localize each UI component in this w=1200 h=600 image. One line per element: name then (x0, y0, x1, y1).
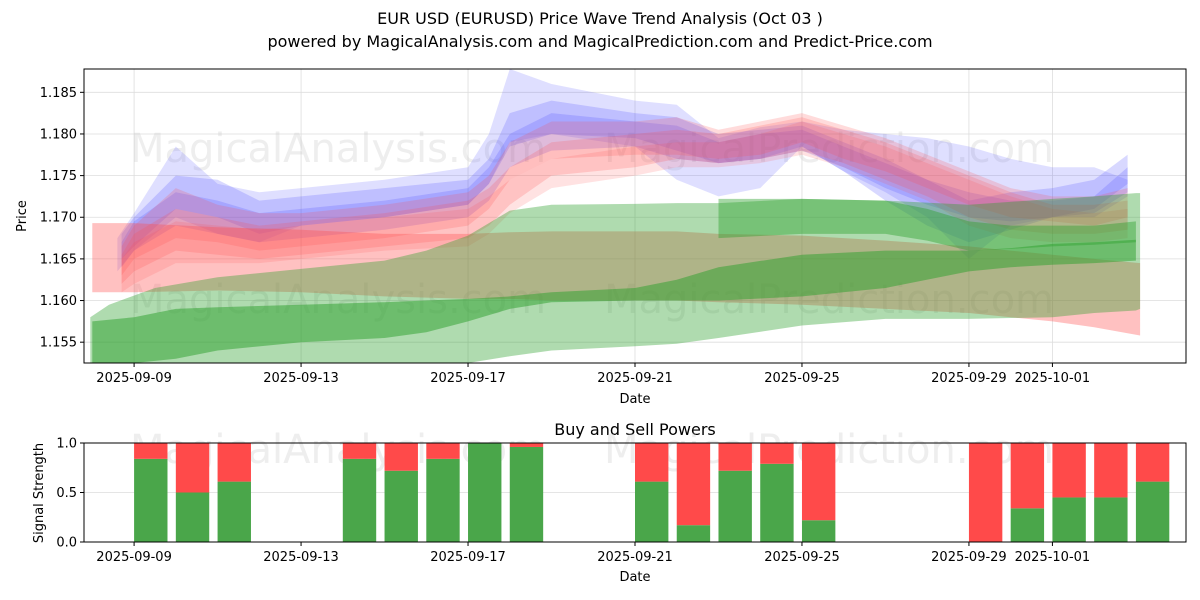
sell-bar (760, 443, 794, 464)
buy-sell-chart: Buy and Sell Powers MagicalAnalysis.com … (32, 420, 1187, 585)
wave-band-red (121, 117, 1128, 284)
sell-bar (1094, 443, 1128, 498)
wave-bands (90, 69, 1141, 363)
sell-bar (134, 443, 168, 459)
buy-bar (1135, 481, 1170, 542)
bottom-x-tick-label: 2025-09-21 (597, 550, 673, 565)
top-x-axis-label: Date (619, 392, 650, 407)
bottom-x-axis-label: Date (619, 570, 650, 585)
bottom-x-tick-label: 2025-09-17 (430, 550, 506, 565)
wave-band-blue (117, 69, 1128, 272)
buy-bar (175, 492, 210, 542)
buy-bar (134, 458, 168, 542)
sell-bar (635, 443, 669, 482)
buy-bar (509, 446, 544, 542)
bottom-y-tick-label: 0.5 (56, 486, 77, 501)
top-x-ticks: 2025-09-09 2025-09-13 2025-09-17 2025-09-21… (96, 363, 1090, 386)
top-x-tick-label: 2025-09-13 (263, 371, 339, 386)
top-y-tick-label: 1.160 (40, 294, 77, 309)
sell-bar (342, 443, 377, 459)
sell-bar (1052, 443, 1086, 498)
sell-bar (968, 443, 1003, 542)
top-y-tick-label: 1.155 (40, 336, 77, 351)
wave-band-red (121, 121, 1128, 293)
watermark-top-left: MagicalAnalysis.com (130, 126, 546, 172)
bottom-x-tick-label: 2025-09-09 (96, 550, 172, 565)
sell-bar (384, 443, 418, 471)
bottom-y-tick-label: 0.0 (56, 536, 77, 551)
top-x-tick-label: 2025-09-29 (931, 371, 1007, 386)
top-x-tick-label: 2025-09-17 (430, 371, 506, 386)
buy-sell-bars (134, 443, 1170, 542)
sell-bar (175, 443, 210, 493)
buy-bar (718, 470, 752, 542)
top-y-tick-label: 1.185 (40, 86, 77, 101)
buy-bar (801, 520, 836, 542)
top-y-tick-label: 1.170 (40, 211, 77, 226)
buy-bar (635, 481, 669, 542)
bottom-x-tick-label: 2025-10-01 (1015, 550, 1091, 565)
buy-bar (760, 463, 794, 542)
price-wave-chart: MagicalAnalysis.com MagicalPrediction.co… (15, 68, 1187, 407)
top-x-tick-label: 2025-09-21 (597, 371, 673, 386)
chart-subtitle: powered by MagicalAnalysis.com and Magic… (267, 32, 933, 51)
buy-bar (1052, 497, 1086, 542)
top-x-tick-label: 2025-10-01 (1015, 371, 1091, 386)
top-y-tick-label: 1.180 (40, 127, 77, 142)
buy-bar (384, 470, 418, 542)
top-x-tick-label: 2025-09-25 (764, 371, 840, 386)
buy-bar (426, 458, 460, 542)
buy-bar (1094, 497, 1128, 542)
top-x-tick-label: 2025-09-09 (96, 371, 172, 386)
sell-bar (1010, 443, 1045, 509)
bottom-x-tick-label: 2025-09-13 (263, 550, 339, 565)
wave-band-green (718, 198, 1136, 251)
top-grid (84, 69, 1186, 363)
buy-bar (676, 525, 711, 542)
chart-title: EUR USD (EURUSD) Price Wave Trend Analys… (377, 9, 823, 28)
bottom-x-tick-label: 2025-09-25 (764, 550, 840, 565)
buy-bar (342, 458, 377, 542)
sell-bar (509, 443, 544, 447)
bottom-y-axis-label: Signal Strength (32, 443, 47, 543)
top-y-tick-label: 1.165 (40, 252, 77, 267)
sell-bar (718, 443, 752, 471)
sell-bar (676, 443, 711, 526)
sell-bar (801, 443, 836, 521)
wave-band-blue (121, 113, 1128, 268)
top-y-tick-label: 1.175 (40, 169, 77, 184)
bottom-y-tick-label: 1.0 (56, 437, 77, 452)
bottom-x-ticks: 2025-09-09 2025-09-13 2025-09-17 2025-09-21… (96, 542, 1090, 565)
buy-bar (1010, 508, 1045, 542)
top-y-ticks: 1.155 1.160 1.165 1.170 1.175 1.180 1.185 (40, 86, 84, 351)
sell-bar (426, 443, 460, 459)
sell-bar (217, 443, 251, 482)
wave-band-red (121, 113, 1128, 276)
top-y-axis-label: Price (15, 200, 30, 232)
bottom-x-tick-label: 2025-09-29 (931, 550, 1007, 565)
sell-bar (1135, 443, 1170, 482)
wave-band-green (92, 239, 1136, 363)
watermark-top-right: MagicalPrediction.com (604, 126, 1054, 172)
bottom-y-ticks: 0.0 0.5 1.0 (56, 437, 84, 551)
buy-bar (217, 481, 251, 542)
buy-bar (468, 443, 502, 542)
buy-sell-title: Buy and Sell Powers (554, 420, 716, 439)
wave-band-blue (121, 100, 1128, 259)
